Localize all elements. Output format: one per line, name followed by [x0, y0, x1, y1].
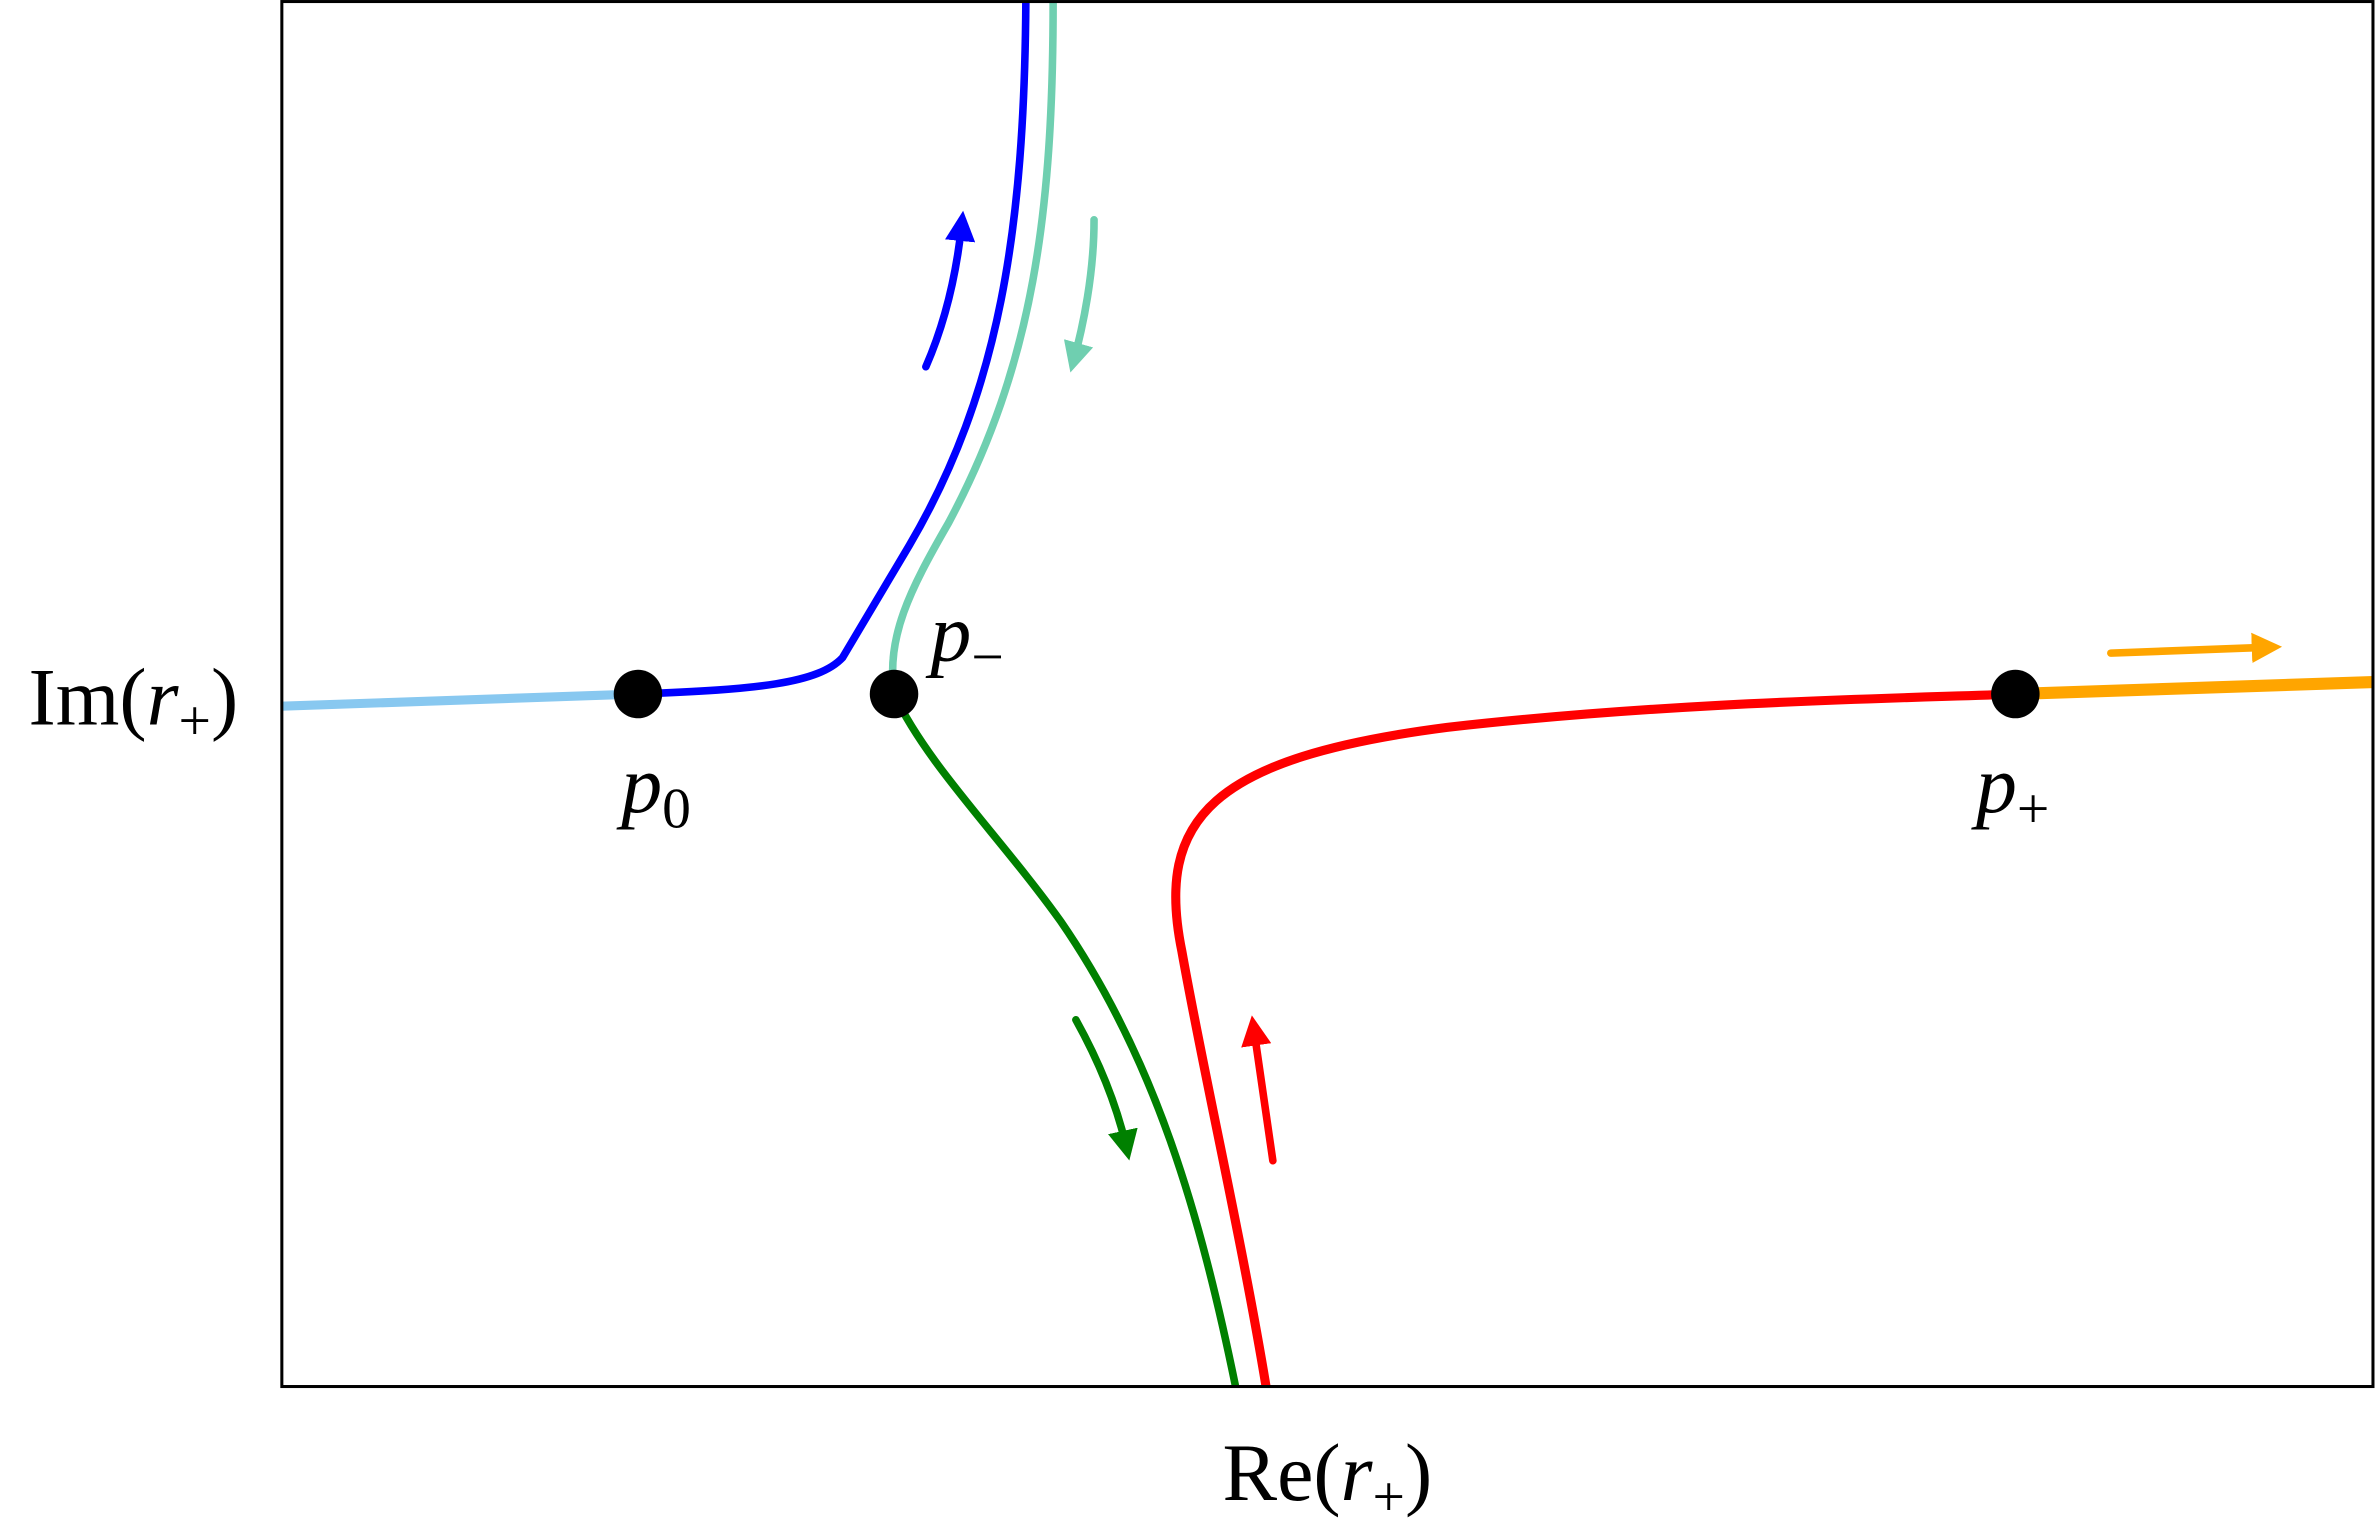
point-subscript: − — [971, 626, 1003, 689]
blue-curve — [634, 1, 1030, 698]
point-name: p — [1971, 739, 2017, 830]
point-subscript: 0 — [662, 777, 691, 840]
green-arrow — [1072, 1016, 1138, 1161]
y-axis-label: Im(r+) — [28, 651, 238, 752]
x-axis-label: Re(r+) — [1223, 1427, 1433, 1528]
label-part: ) — [211, 651, 238, 742]
blue-arrow — [922, 210, 976, 371]
point-name: p — [616, 739, 662, 830]
label-part: ) — [1405, 1427, 1432, 1518]
orange-arrow — [2107, 632, 2283, 663]
saddle-points — [613, 669, 2040, 719]
label-part: Re( — [1223, 1427, 1341, 1518]
point-marker — [1991, 669, 2040, 719]
label-part: + — [1373, 1465, 1405, 1528]
direction-arrows — [922, 210, 2283, 1165]
point-name: p — [925, 588, 971, 679]
label-part: Im( — [28, 651, 146, 742]
red-arrow — [1241, 1015, 1277, 1165]
teal-curve — [888, 1, 1057, 698]
green-curve — [890, 690, 1240, 1387]
red-curve — [1171, 689, 2020, 1387]
point-marker — [869, 669, 919, 719]
label-part: r — [147, 651, 180, 742]
point-label: p0 — [616, 739, 691, 840]
point-label: p+ — [1971, 739, 2049, 840]
teal-arrow — [1063, 215, 1098, 373]
orange-curve — [2009, 675, 2373, 701]
point-label: p− — [925, 588, 1003, 689]
point-marker — [613, 669, 663, 719]
label-part: r — [1341, 1427, 1374, 1518]
point-subscript: + — [2017, 777, 2049, 840]
frame — [280, 0, 2375, 1389]
light-blue-curve — [281, 689, 643, 711]
curves — [281, 1, 2373, 1387]
label-part: + — [178, 689, 210, 752]
